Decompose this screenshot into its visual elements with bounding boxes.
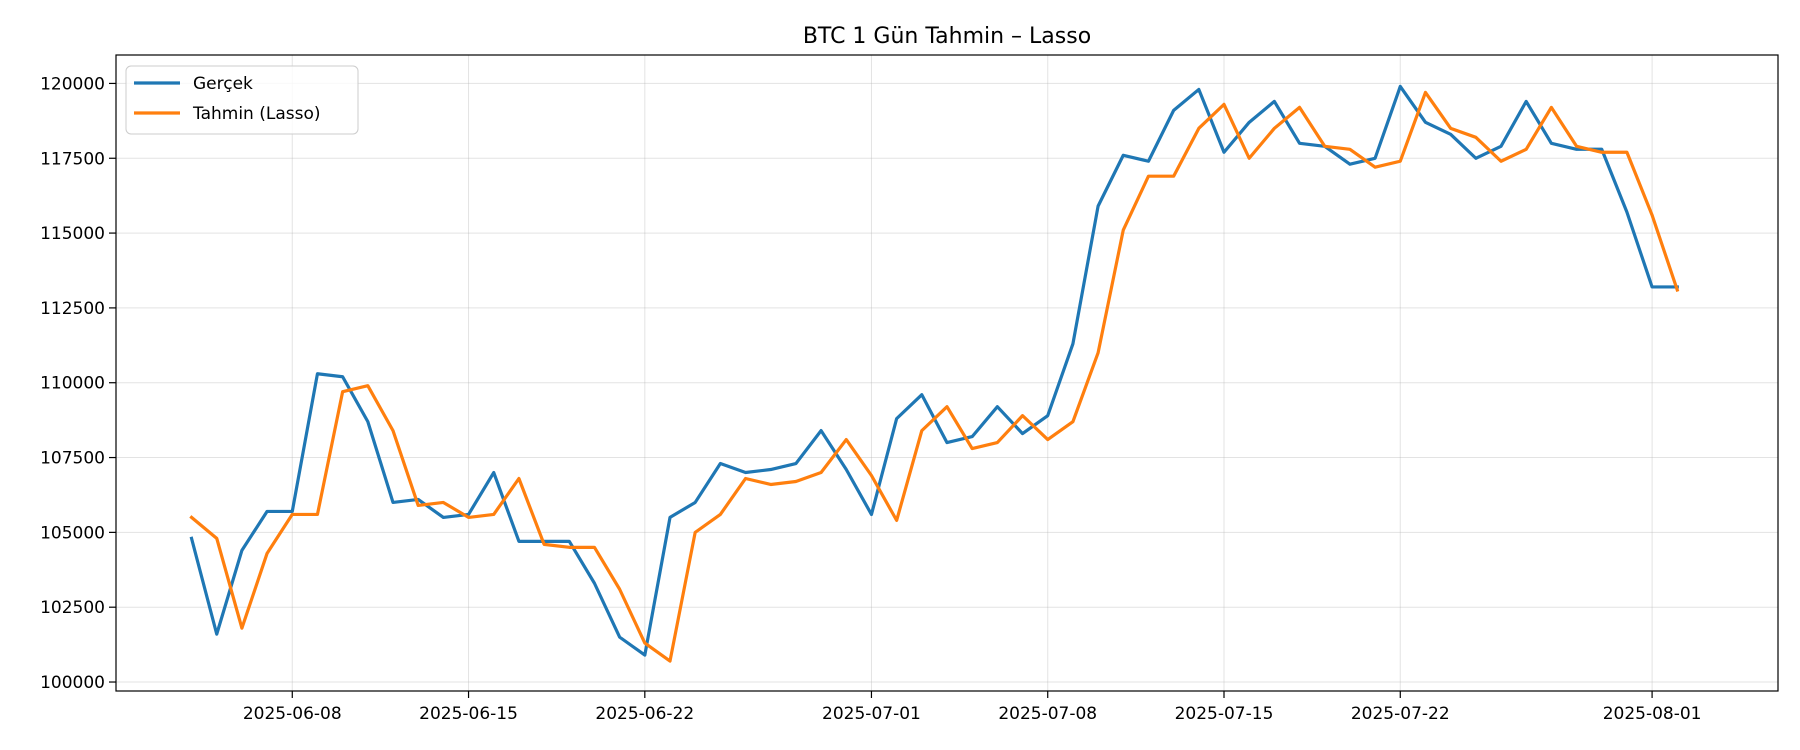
x-tick-label: 2025-07-08 [998,704,1097,724]
y-tick-label: 102500 [40,598,105,618]
y-tick-label: 105000 [40,523,105,543]
y-tick-label: 117500 [40,149,105,169]
x-tick-label: 2025-08-01 [1603,704,1702,724]
y-tick-label: 115000 [40,224,105,244]
y-tick-label: 100000 [40,673,105,693]
plot-frame [115,54,1779,692]
legend-label-prediction: Tahmin (Lasso) [192,104,321,124]
series-lines [189,84,1680,663]
x-tick-label: 2025-06-22 [595,704,694,724]
chart-title: BTC 1 Gün Tahmin – Lasso [803,24,1091,49]
x-tick-label: 2025-07-22 [1351,704,1450,724]
y-tick-label: 112500 [40,299,105,319]
legend-label-actual: Gerçek [193,74,253,94]
x-tick-label: 2025-07-15 [1175,704,1274,724]
y-tick-label: 110000 [40,374,105,394]
y-tick-label: 107500 [40,449,105,469]
x-tick-label: 2025-06-08 [243,704,342,724]
y-tick-label: 120000 [40,74,105,94]
series-line-prediction [189,90,1680,663]
legend-box [125,65,359,135]
grid [116,55,1778,691]
x-tick-label: 2025-06-15 [419,704,518,724]
legend: Gerçek Tahmin (Lasso) [125,65,359,135]
axes-ticks: 100000 102500 105000 107500 110000 112500 1150… [40,74,1701,724]
x-tick-label: 2025-07-01 [822,704,921,724]
